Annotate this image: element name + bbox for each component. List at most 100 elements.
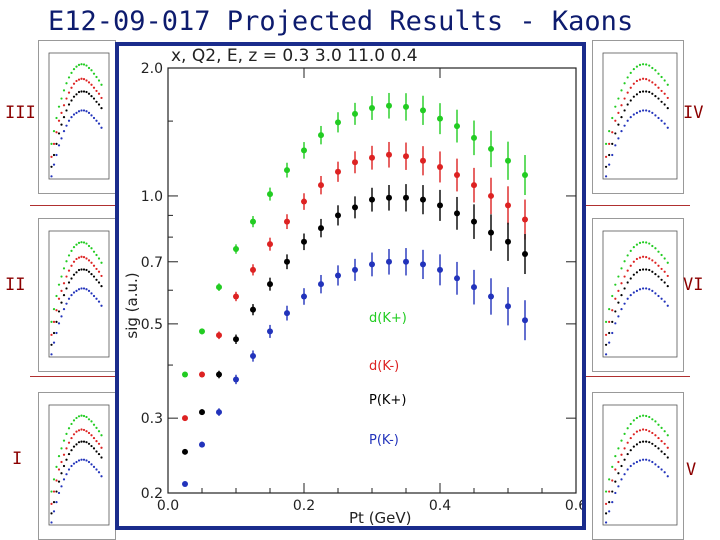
- thumb-data-point: [663, 257, 666, 260]
- thumb-data-point: [641, 287, 645, 290]
- thumb-data-point: [620, 464, 623, 468]
- data-point: [216, 409, 222, 416]
- thumb-data-point: [75, 93, 78, 96]
- thumb-data-point: [67, 441, 71, 444]
- thumb-data-point: [635, 460, 639, 464]
- data-point: [437, 115, 443, 122]
- thumb-data-point: [90, 83, 93, 86]
- thumbnail-chart-vi: [592, 218, 684, 372]
- thumb-data-point: [604, 155, 608, 158]
- separator-left-bottom: [30, 376, 115, 377]
- thumb-data-point: [629, 86, 632, 89]
- thumb-data-point: [85, 110, 88, 113]
- thumb-frame: [48, 52, 110, 180]
- data-point: [233, 246, 239, 253]
- thumb-data-point: [608, 478, 611, 481]
- thumb-data-point: [635, 79, 639, 83]
- data-point: [505, 303, 511, 310]
- thumb-data-point: [651, 111, 654, 114]
- thumb-data-point: [80, 414, 83, 417]
- thumb-data-point: [85, 430, 88, 433]
- thumb-data-point: [95, 253, 98, 257]
- thumb-data-point: [620, 89, 623, 92]
- thumb-data-point: [651, 244, 654, 248]
- thumb-data-point: [611, 465, 614, 468]
- thumb-data-point: [663, 430, 666, 433]
- thumb-data-point: [90, 434, 93, 437]
- thumb-data-point: [617, 485, 620, 488]
- thumb-data-point: [651, 442, 654, 445]
- thumb-data-point: [651, 259, 654, 262]
- data-point: [369, 196, 375, 203]
- thumb-data-point: [60, 111, 63, 114]
- thumb-data-point: [85, 90, 88, 94]
- thumb-data-point: [611, 294, 614, 298]
- data-point: [284, 218, 290, 225]
- thumb-data-point: [95, 100, 98, 103]
- thumb-data-point: [95, 450, 98, 453]
- thumb-data-point: [604, 165, 608, 168]
- thumb-data-point: [617, 447, 620, 450]
- data-point: [301, 147, 307, 154]
- y-tick-label: 0.7: [141, 255, 163, 271]
- thumb-data-point: [660, 440, 663, 443]
- thumb-data-point: [632, 246, 635, 249]
- thumb-data-point: [57, 455, 61, 458]
- thumb-data-point: [65, 302, 68, 305]
- thumb-data-point: [82, 78, 86, 81]
- thumb-data-point: [82, 428, 86, 432]
- thumb-data-point: [55, 294, 58, 298]
- data-point: [505, 157, 511, 164]
- data-point: [352, 204, 358, 211]
- thumb-data-point: [614, 468, 617, 471]
- y-axis-label: sig (a.u.): [123, 272, 141, 338]
- thumb-data-point: [57, 297, 61, 300]
- thumb-data-point: [654, 434, 657, 437]
- thumb-data-point: [620, 478, 623, 481]
- thumb-data-point: [635, 243, 639, 246]
- thumb-data-point: [82, 241, 86, 244]
- thumb-data-point: [55, 501, 58, 504]
- thumb-data-point: [651, 289, 654, 292]
- thumb-data-point: [641, 268, 645, 271]
- thumb-data-point: [70, 464, 73, 468]
- data-point: [318, 281, 324, 288]
- thumb-data-point: [620, 129, 623, 133]
- thumb-data-point: [75, 460, 78, 464]
- thumb-data-point: [95, 297, 98, 300]
- thumb-data-point: [629, 99, 632, 102]
- y-tick-label: 0.2: [141, 486, 163, 502]
- thumb-data-point: [629, 449, 632, 452]
- data-point: [335, 272, 341, 279]
- thumb-data-point: [50, 175, 53, 178]
- thumb-data-point: [657, 250, 660, 253]
- thumb-data-point: [100, 83, 103, 86]
- thumb-data-point: [654, 114, 657, 117]
- x-tick-label: 0.6: [565, 498, 582, 514]
- thumb-data-point: [90, 444, 93, 448]
- thumb-data-point: [617, 111, 620, 114]
- legend-entry: P(K-): [369, 433, 399, 448]
- data-point: [284, 167, 290, 174]
- thumb-data-point: [623, 432, 626, 435]
- thumb-data-point: [632, 462, 635, 465]
- thumb-data-point: [82, 440, 86, 443]
- data-point: [233, 336, 239, 343]
- thumb-data-point: [645, 287, 648, 290]
- thumb-data-point: [648, 64, 651, 67]
- thumb-data-point: [57, 105, 61, 108]
- thumb-data-point: [52, 341, 56, 344]
- thumb-data-point: [641, 109, 645, 112]
- thumb-data-point: [651, 92, 654, 95]
- thumb-data-point: [663, 471, 666, 474]
- thumb-frame: [48, 404, 110, 526]
- thumb-data-point: [626, 269, 629, 272]
- data-point: [454, 210, 460, 217]
- thumb-data-point: [57, 144, 61, 147]
- x-axis-label: Pt (GeV): [349, 509, 412, 526]
- thumb-data-point: [611, 331, 614, 335]
- thumb-data-point: [623, 82, 626, 85]
- thumb-data-point: [52, 320, 56, 323]
- data-point: [386, 194, 392, 201]
- thumb-data-point: [614, 480, 617, 483]
